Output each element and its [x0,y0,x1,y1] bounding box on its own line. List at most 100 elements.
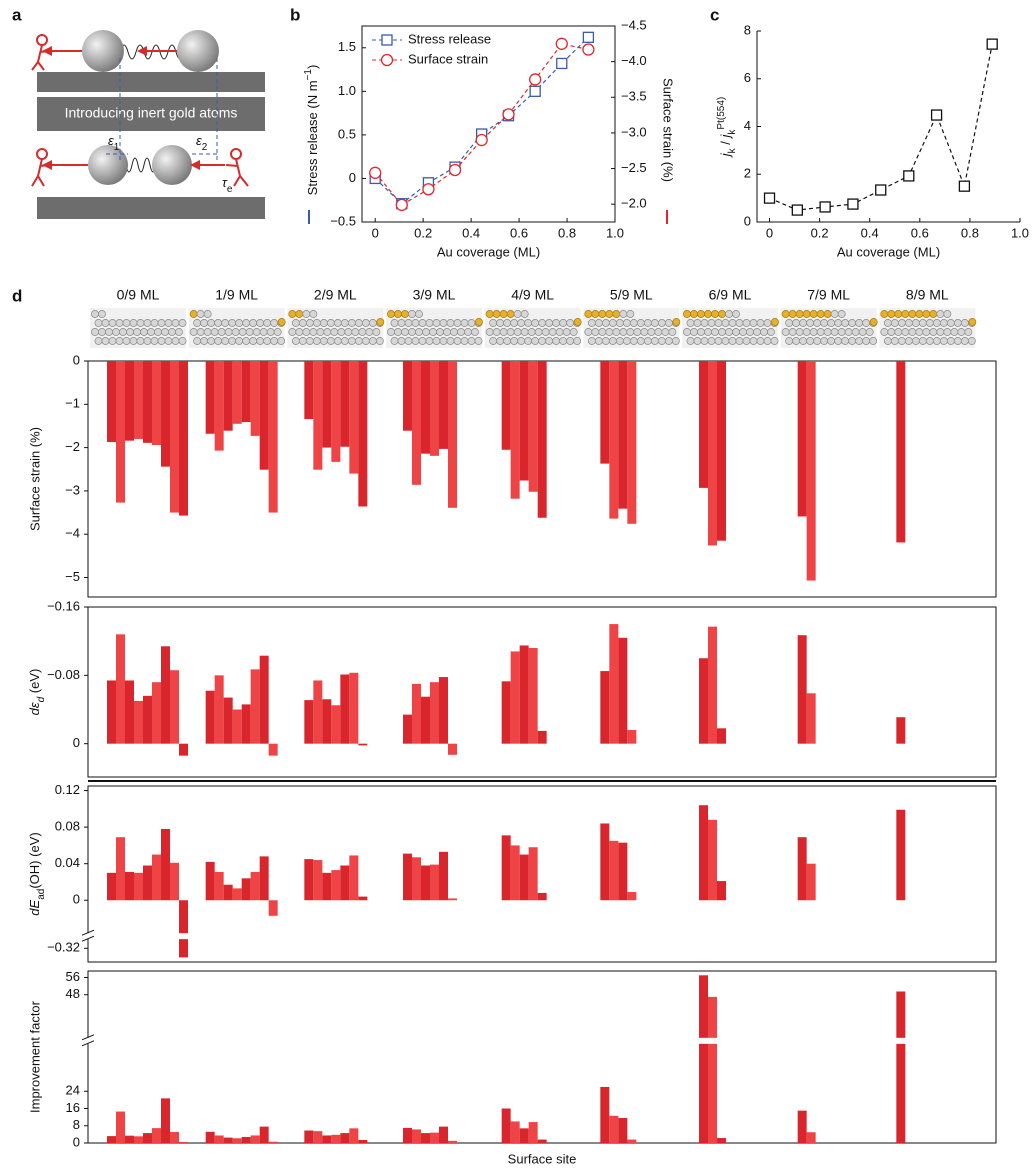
atom [429,328,437,336]
bar [627,730,637,744]
atom [742,319,751,327]
atom [668,328,677,336]
bar [259,655,269,744]
bar [241,878,251,901]
bar [161,828,170,901]
bar [259,1126,269,1143]
bar [125,871,134,901]
atom [288,310,297,318]
atom [105,328,113,336]
y-tick-label: 0 [73,1134,80,1149]
atom [119,328,127,336]
atom [82,30,124,72]
atom [401,310,409,318]
y2-axis-label: Surface strain (%) [661,78,676,182]
bar [232,361,242,424]
atom [112,328,120,336]
atom [228,319,237,327]
bar [107,680,116,744]
bar [519,645,529,744]
bar [313,361,323,470]
atom [520,310,529,318]
atom [340,337,349,345]
bar [609,840,619,901]
marker [529,85,541,97]
atom [425,337,434,345]
bar [421,696,430,744]
atom [943,328,952,336]
atom [235,319,244,327]
atom [340,319,349,327]
atom [496,337,505,345]
atom [224,328,233,336]
bar [627,1139,637,1143]
atom [207,337,216,345]
atom [865,328,874,336]
atom [657,337,666,345]
bar [322,361,332,448]
atom [108,337,117,345]
x-axis-label: Surface site [508,1151,577,1166]
atom [221,319,230,327]
bar [143,695,152,744]
atom [633,328,642,336]
atom [612,328,621,336]
bar [170,1132,179,1143]
atom [98,310,106,318]
atom [524,319,533,327]
atom [164,337,173,345]
atom [650,337,659,345]
atom [157,337,166,345]
atom [196,328,205,336]
atom [767,328,775,336]
bar [349,672,359,744]
x-tick-label: 0.6 [911,225,929,240]
bar [116,361,125,503]
series-line [769,44,993,211]
atom [548,328,557,336]
atom [235,337,244,345]
atom [707,337,716,345]
atom [591,328,600,336]
bar [797,1110,807,1143]
atom [739,328,747,336]
bar [806,693,816,744]
atom [690,328,698,336]
y-tick-label: 8 [73,1117,80,1132]
atom [520,328,529,336]
atom [636,337,645,345]
bar [313,1131,323,1143]
atom [302,328,311,336]
atom [485,328,494,336]
bar [797,635,807,744]
atom [830,310,839,318]
atom [837,328,846,336]
y-tick-label: −3 [65,482,80,497]
atom [671,337,680,345]
atom [968,318,977,326]
atom [319,337,328,345]
atom [953,337,962,345]
atom [700,337,709,345]
atom [601,319,610,327]
atom [365,328,374,336]
x-tick-label: 0.4 [861,225,879,240]
y-axis-label: Improvement factor [27,1000,42,1113]
atom [249,319,258,327]
bar [797,361,807,517]
atom [792,319,801,327]
atom [387,310,395,318]
y-tick-label: 0 [349,170,356,185]
atom [781,328,790,336]
atom [813,337,822,345]
atom [326,337,335,345]
arrow-head [137,46,147,56]
bar [125,361,134,441]
y-tick-label: 1.5 [338,39,356,54]
atom [615,337,624,345]
bar [600,361,610,464]
atom [802,310,811,318]
bar [501,1108,511,1143]
bar [179,361,188,516]
atom [277,318,286,326]
